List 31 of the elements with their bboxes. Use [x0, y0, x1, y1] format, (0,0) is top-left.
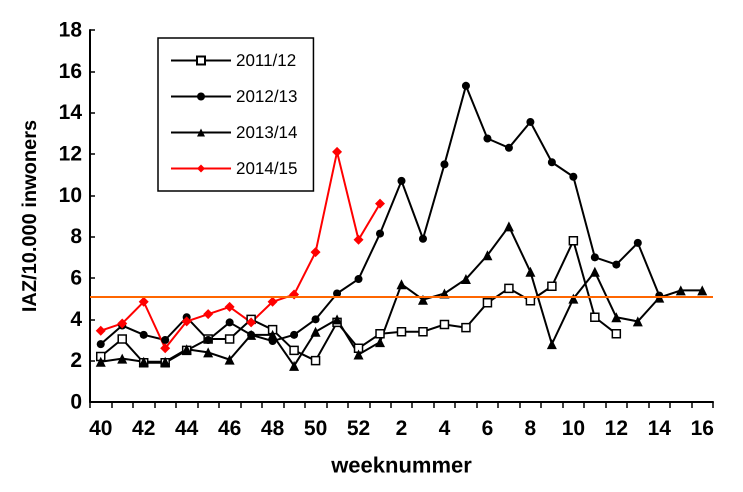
y-tick-label: 14 — [58, 101, 82, 124]
x-tick-label: 2 — [396, 417, 408, 440]
x-tick-label: 14 — [648, 417, 672, 440]
legend-label: 2011/12 — [236, 51, 296, 70]
legend-label: 2013/14 — [236, 123, 298, 142]
x-tick-label: 12 — [604, 417, 628, 440]
x-tick-label: 42 — [132, 417, 156, 440]
y-tick-label: 0 — [70, 390, 82, 414]
x-axis-title: weeknummer — [330, 452, 472, 478]
y-axis-title: IAZ/10.000 inwoners — [19, 120, 41, 312]
y-tick-label: 18 — [58, 18, 82, 42]
x-tick-label: 52 — [346, 417, 370, 440]
x-tick-label: 4 — [438, 417, 451, 440]
x-tick-label: 44 — [174, 417, 199, 440]
x-tick-label: 46 — [218, 417, 242, 440]
x-tick-label: 8 — [524, 417, 537, 440]
x-tick-label: 16 — [690, 417, 714, 440]
y-tick-label: 6 — [70, 266, 82, 290]
x-tick-label: 50 — [304, 417, 328, 440]
y-tick-label: 2 — [70, 349, 82, 372]
legend-label: 2014/15 — [236, 159, 298, 178]
legend-label: 2012/13 — [236, 87, 298, 106]
x-tick-label: 10 — [562, 417, 586, 440]
y-tick-label: 8 — [70, 225, 82, 248]
y-tick-label: 16 — [58, 60, 82, 83]
y-tick-label: 10 — [58, 184, 82, 207]
x-tick-label: 6 — [482, 417, 494, 440]
y-tick-label: 4 — [70, 308, 82, 331]
x-tick-label: 40 — [89, 417, 112, 440]
y-tick-label: 12 — [58, 142, 82, 166]
x-tick-label: 48 — [260, 417, 285, 440]
